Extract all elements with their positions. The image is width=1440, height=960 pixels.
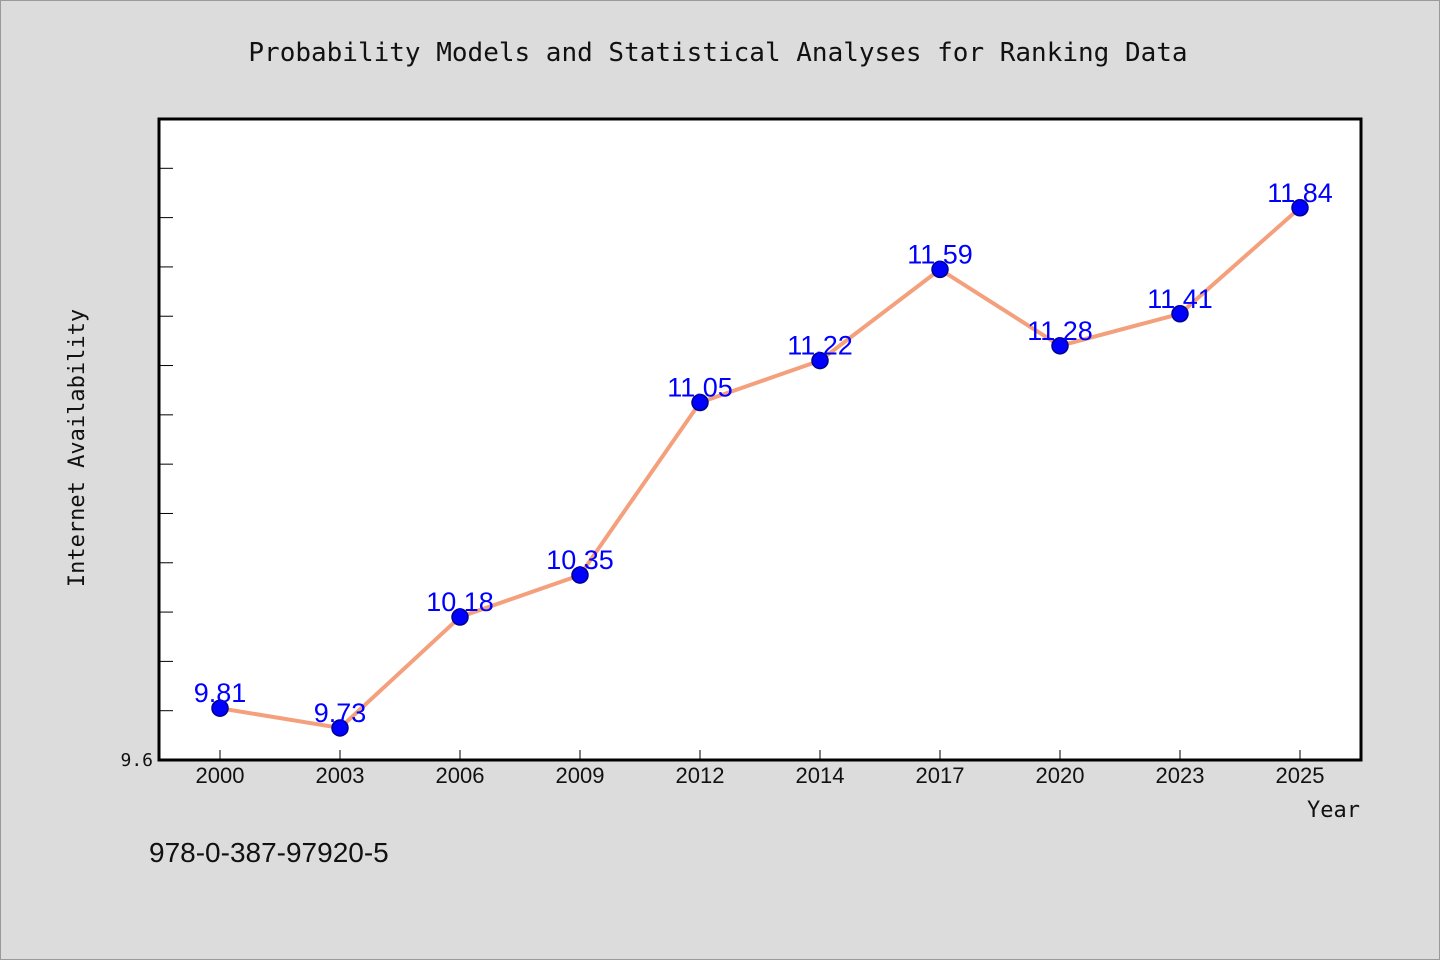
data-value-label: 11.05: [667, 373, 733, 403]
x-tick-label: 2012: [676, 763, 725, 788]
data-value-label: 11.28: [1027, 316, 1093, 346]
series-line: [219, 206, 1302, 730]
data-value-label: 11.22: [787, 331, 853, 361]
x-tick-label: 2003: [316, 763, 365, 788]
data-point-marker: [1291, 199, 1309, 217]
data-value-label: 9.73: [314, 698, 367, 728]
data-value-label: 10.35: [546, 545, 614, 575]
data-value-label: 11.59: [907, 239, 973, 269]
data-point-marker: [211, 699, 229, 717]
data-point-marker: [931, 260, 949, 279]
x-tick-label: 2020: [1036, 763, 1085, 788]
x-tick-label: 2000: [196, 763, 245, 788]
data-labels: 9.81 9.73 10.18 10.35 11.05 11.22 11.59 11.28 11…: [194, 178, 1333, 728]
data-point-marker: [691, 393, 709, 412]
data-value-label: 10.18: [426, 587, 494, 617]
data-value-label: 11.41: [1147, 284, 1213, 314]
plot-frame: [157, 117, 1363, 762]
x-tick-label: 2009: [556, 763, 605, 788]
x-tick-label: 2025: [1276, 763, 1325, 788]
data-point-marker: [1051, 337, 1069, 355]
y-tick-label: 9.6: [120, 750, 153, 771]
data-point-marker: [1171, 305, 1189, 323]
x-tick-label: 2023: [1156, 763, 1205, 788]
series-markers: [211, 199, 1309, 737]
y-axis-label: Internet Availability: [65, 309, 90, 587]
isbn-annotation: 978-0-387-97920-5: [149, 837, 389, 868]
plot-area: [159, 119, 1361, 760]
x-tick-label: 2006: [436, 763, 485, 788]
data-point-marker: [811, 351, 829, 370]
data-point-marker: [451, 608, 469, 626]
data-value-label: 11.84: [1267, 178, 1333, 208]
x-tick-label: 2017: [916, 763, 965, 788]
chart-title: Probability Models and Statistical Analy…: [248, 38, 1187, 68]
data-point-marker: [331, 719, 349, 737]
data-value-label: 9.81: [194, 678, 247, 708]
x-tick-label: 2014: [796, 763, 845, 788]
x-axis-ticks: 2000 2003 2006 2009 2012 2014 2017 2020 2023 2025: [196, 750, 1325, 788]
x-axis-label: Year: [1307, 798, 1360, 823]
data-point-marker: [571, 566, 589, 584]
